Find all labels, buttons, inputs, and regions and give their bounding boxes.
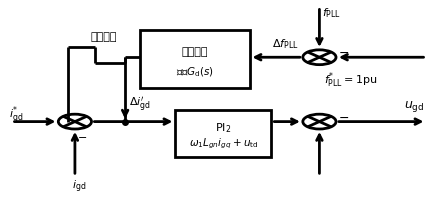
Text: 阻尼控制: 阻尼控制	[182, 47, 208, 57]
Text: $\Delta i_{\mathrm{gd}}^{\prime}$: $\Delta i_{\mathrm{gd}}^{\prime}$	[130, 95, 152, 114]
Text: $-$: $-$	[338, 111, 350, 124]
Text: $-$: $-$	[338, 46, 350, 59]
Bar	[175, 110, 272, 157]
Text: $\Delta f_{\mathrm{PLL}}$: $\Delta f_{\mathrm{PLL}}$	[272, 38, 298, 51]
Text: $i_{\mathrm{gd}}$: $i_{\mathrm{gd}}$	[72, 178, 86, 195]
Text: $\omega_1 L_{gn}i_{gq}+u_{\mathrm{td}}$: $\omega_1 L_{gn}i_{gq}+u_{\mathrm{td}}$	[189, 136, 258, 151]
Text: $i_{\mathrm{gd}}^{*}$: $i_{\mathrm{gd}}^{*}$	[10, 105, 24, 127]
Bar	[141, 30, 250, 88]
Text: 环节$G_{\mathrm{d}}(s)$: 环节$G_{\mathrm{d}}(s)$	[176, 65, 214, 79]
Text: $u_{\mathrm{gd}}$: $u_{\mathrm{gd}}$	[404, 99, 424, 114]
Text: PI$_2$: PI$_2$	[215, 121, 232, 135]
Text: $f_{\mathrm{PLL}}$: $f_{\mathrm{PLL}}$	[321, 7, 341, 20]
Text: 限幅环节: 限幅环节	[90, 32, 117, 42]
Text: $f_{\mathrm{PLL}}^{*}=1\mathrm{pu}$: $f_{\mathrm{PLL}}^{*}=1\mathrm{pu}$	[324, 70, 377, 90]
Text: $-$: $-$	[77, 131, 87, 141]
